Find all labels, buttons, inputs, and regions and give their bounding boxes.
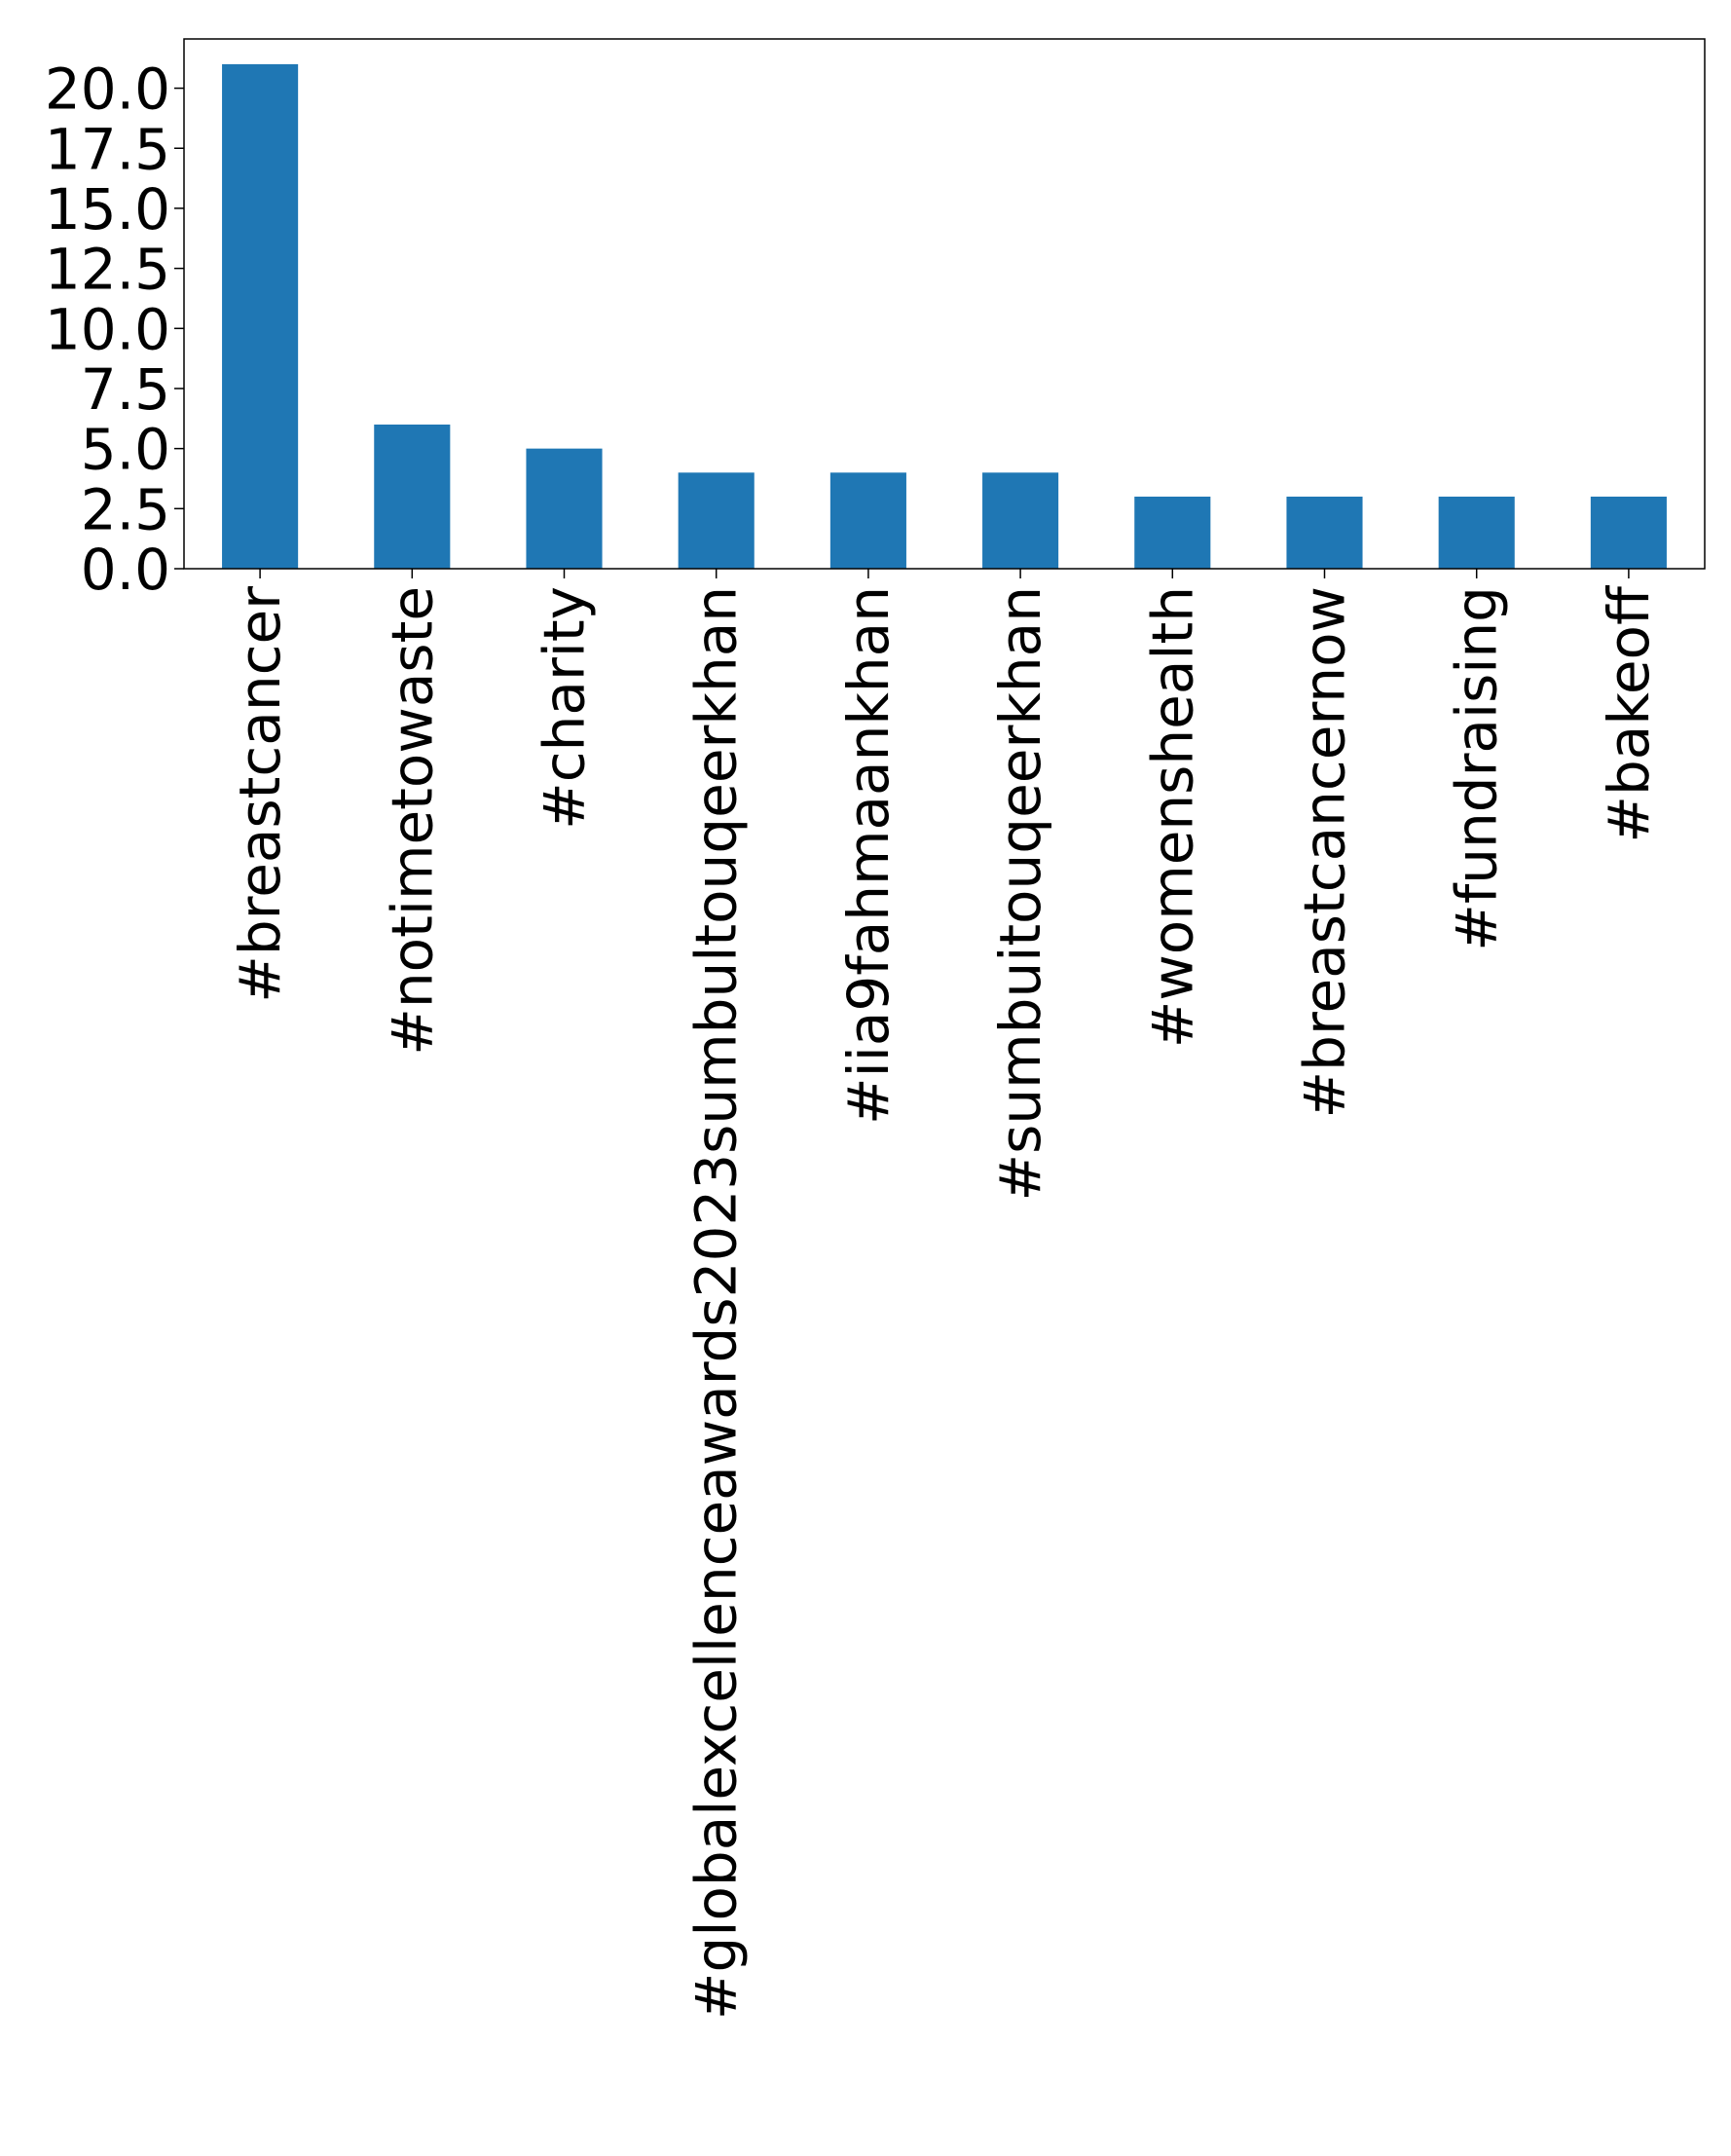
y-tick-label: 5.0: [81, 417, 170, 483]
y-tick-label: 10.0: [45, 296, 170, 362]
bar: [222, 63, 299, 569]
bars-layer: [222, 63, 1667, 569]
bar: [374, 424, 451, 569]
x-tick-label: #charity: [532, 586, 598, 830]
x-tick-label: #breastcancer: [227, 586, 293, 1003]
y-axis: 0.02.55.07.510.012.515.017.520.0: [45, 56, 184, 603]
x-tick-label: #notimetowaste: [379, 586, 445, 1056]
y-tick-label: 2.5: [81, 476, 170, 542]
y-tick-label: 7.5: [81, 356, 170, 423]
x-tick-label: #iia9fahmaankhan: [835, 586, 902, 1125]
x-tick-label: #globalexcellenceawards2023sumbultouqeer…: [683, 586, 750, 2020]
bar: [1134, 496, 1211, 569]
bar: [1438, 496, 1515, 569]
bar: [982, 472, 1059, 569]
x-tick-label: #fundraising: [1444, 586, 1510, 951]
bar: [1590, 496, 1667, 569]
bar: [829, 472, 906, 569]
bar: [1286, 496, 1363, 569]
y-tick-label: 15.0: [45, 176, 170, 242]
y-tick-label: 17.5: [45, 116, 170, 182]
bar: [678, 472, 755, 569]
plot-area-frame: [183, 38, 1706, 570]
x-tick-label: #bakeoff: [1596, 584, 1662, 843]
bar: [526, 448, 603, 569]
y-tick-label: 0.0: [81, 537, 170, 603]
x-tick-label: #sumbuitouqeerkhan: [987, 586, 1053, 1201]
y-tick-label: 20.0: [45, 56, 170, 123]
x-axis: #breastcancer #notimetowaste #charity #glob…: [227, 569, 1662, 2020]
x-tick-label: #breastcancernow: [1292, 586, 1358, 1118]
x-tick-label: #womenshealth: [1139, 586, 1205, 1048]
y-tick-label: 12.5: [45, 237, 170, 303]
